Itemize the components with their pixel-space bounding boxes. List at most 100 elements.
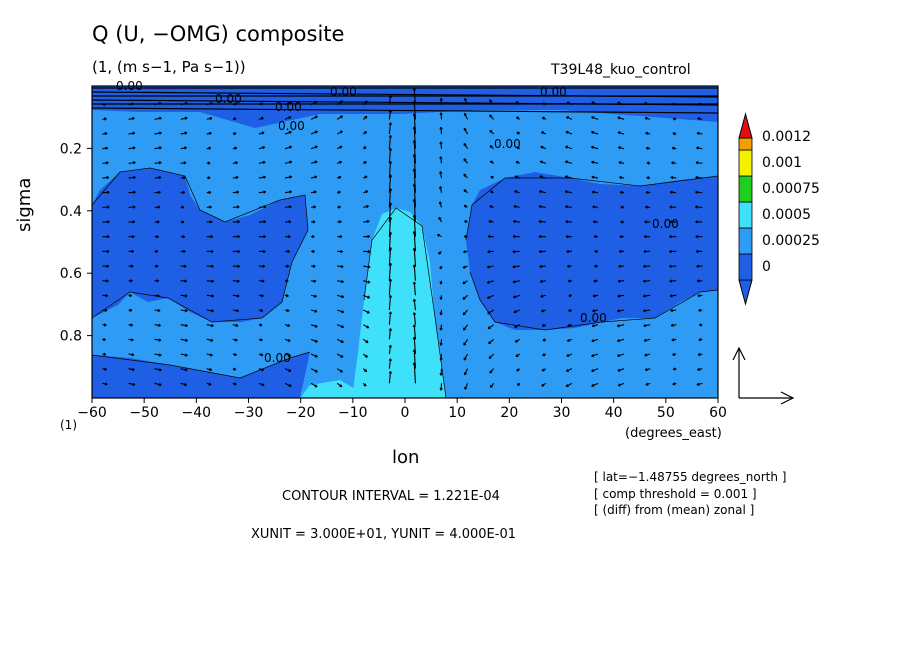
x-tick-label: 50 — [657, 405, 675, 421]
wind-vector-head — [463, 173, 467, 177]
x-tick-label: 20 — [500, 405, 518, 421]
wind-vector-head — [130, 264, 134, 268]
wind-vector-head — [592, 294, 596, 298]
wind-vector — [413, 324, 416, 340]
wind-vector-head — [388, 174, 393, 178]
wind-vector-head — [105, 279, 109, 283]
wind-vector-head — [412, 336, 417, 340]
wind-vector-head — [184, 294, 188, 298]
wind-vector-head — [514, 190, 518, 194]
wind-vector-head — [237, 264, 241, 268]
wind-vector — [388, 345, 392, 355]
wind-vector-head — [696, 279, 700, 283]
wind-vector-head — [313, 190, 317, 194]
colorbar-label: 0 — [762, 259, 771, 275]
wind-vector — [565, 131, 573, 135]
wind-vector-head — [696, 131, 700, 135]
wind-vector-head — [364, 175, 368, 179]
wind-vector-head — [209, 220, 213, 224]
wind-vector-head — [365, 340, 369, 344]
wind-vector — [413, 199, 416, 223]
wind-vectors — [102, 88, 703, 391]
wind-vector-head — [463, 158, 467, 162]
wind-vector — [363, 309, 370, 314]
wind-vector-head — [619, 175, 623, 180]
info-diff: [ (diff) from (mean) zonal ] — [594, 503, 755, 517]
wind-vector-head — [131, 102, 135, 106]
wind-vector-head — [591, 339, 595, 343]
wind-vector-head — [671, 146, 675, 150]
colorbar-upper-triangle — [738, 112, 753, 139]
wind-vector — [463, 339, 469, 346]
wind-vector-head — [340, 100, 344, 104]
wind-vector-head — [669, 220, 672, 224]
x-tick-label: −20 — [286, 405, 316, 421]
wind-vector-head — [672, 352, 676, 357]
run-name: T39L48_kuo_control — [551, 62, 691, 78]
wind-vector-head — [182, 235, 186, 239]
wind-vector-head — [364, 369, 368, 373]
wind-vector-head — [617, 294, 621, 298]
wind-vector — [363, 294, 370, 299]
wind-vector-head — [365, 190, 369, 194]
wind-vector — [128, 161, 136, 164]
wind-vector — [413, 183, 416, 208]
wind-vector-head — [463, 189, 467, 193]
wind-vector — [180, 324, 188, 327]
wind-vector-head — [388, 370, 392, 374]
wind-vector-head — [592, 309, 596, 313]
wind-vector-head — [261, 294, 264, 298]
wind-vector-head — [541, 309, 545, 313]
wind-vector — [413, 264, 416, 281]
wind-vector-head — [539, 160, 543, 164]
wind-vector — [180, 353, 188, 357]
wind-vector-head — [157, 308, 161, 313]
wind-vector-head — [184, 309, 188, 313]
wind-vector — [388, 135, 392, 149]
wind-vector-head — [489, 129, 493, 133]
wind-vector-head — [340, 249, 343, 254]
wind-vector-head — [516, 382, 520, 386]
info-lat: [ lat=−1.48755 degrees_north ] — [594, 470, 787, 484]
wind-vector-head — [185, 323, 188, 328]
low-region-east — [466, 172, 718, 330]
wind-vector-head — [487, 250, 491, 254]
wind-vector-head — [106, 249, 110, 254]
wind-vector — [336, 338, 344, 343]
wind-vector — [565, 190, 573, 194]
wind-vector-head — [642, 294, 646, 298]
wind-vector-head — [314, 160, 318, 164]
wind-vector-head — [616, 339, 620, 343]
wind-vector-head — [542, 102, 546, 106]
wind-vector-head — [463, 250, 466, 254]
wind-vector-head — [619, 190, 623, 195]
wind-vector-head — [288, 130, 292, 134]
colorbar-label: 0.0005 — [762, 207, 811, 223]
wind-vector-head — [695, 190, 698, 194]
wind-vector-head — [288, 116, 292, 120]
wind-vector-head — [593, 235, 597, 239]
contour-line — [465, 175, 719, 241]
wind-vector-head — [564, 160, 568, 164]
wind-vector-head — [367, 295, 371, 299]
wind-vector-head — [620, 205, 624, 209]
wind-vector — [336, 368, 343, 373]
wind-vector — [591, 131, 599, 135]
wind-vector-head — [564, 175, 568, 179]
wind-vector — [413, 100, 416, 120]
wind-vector-head — [388, 135, 393, 138]
wind-vector-head — [211, 309, 214, 313]
wind-vector-head — [314, 324, 318, 328]
wind-vector-head — [235, 175, 239, 180]
wind-vector — [591, 353, 599, 357]
info-threshold: [ comp threshold = 0.001 ] — [594, 487, 757, 501]
wind-vector-head — [131, 116, 135, 121]
wind-vector-head — [439, 98, 443, 101]
wind-vector-head — [669, 279, 673, 283]
wind-vector-head — [646, 161, 650, 165]
wind-vector-head — [208, 146, 212, 150]
wind-vector-head — [340, 354, 344, 358]
wind-vector-head — [289, 160, 293, 164]
wind-vector — [617, 368, 625, 372]
colorbar-label: 0.001 — [762, 155, 802, 171]
